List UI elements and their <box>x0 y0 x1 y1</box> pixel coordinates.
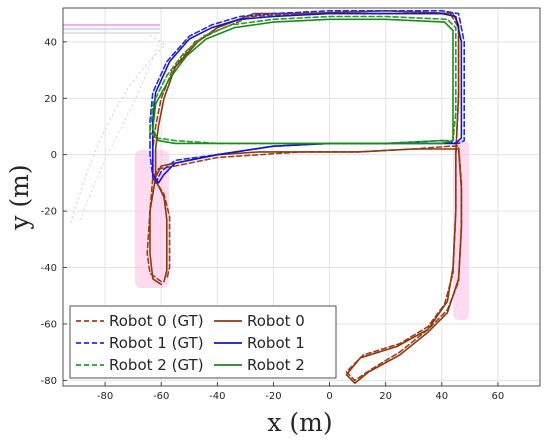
y-tick-label: 0 <box>51 150 57 161</box>
legend-label: Robot 1 <box>247 334 305 352</box>
series-robot-0-gt-line <box>146 12 463 382</box>
x-tick-label: -40 <box>209 391 225 402</box>
y-tick-label: -60 <box>41 319 57 330</box>
legend-label: Robot 0 (GT) <box>109 312 204 330</box>
series-robot-0-line <box>149 10 463 384</box>
series-layer <box>146 10 465 384</box>
x-tick-label: -80 <box>97 391 113 402</box>
legend: Robot 0 (GT) Robot 0 Robot 1 (GT) Robot 1 Ro… <box>69 305 337 379</box>
legend-label: Robot 0 <box>247 312 305 330</box>
series-robot-1-gt-line <box>149 10 465 184</box>
x-tick-label: -20 <box>265 391 281 402</box>
x-axis-label: x (m) <box>267 408 332 437</box>
series-robot-1-line <box>152 12 463 184</box>
x-tick-label: -60 <box>153 391 169 402</box>
x-ticks: -80 -60 -40 -20 0 20 40 60 <box>97 382 504 402</box>
y-tick-label: -40 <box>41 263 57 274</box>
pink-highlight <box>135 140 469 320</box>
x-tick-label: 60 <box>492 391 505 402</box>
y-axis-label: y (m) <box>5 164 34 230</box>
background-decoration <box>63 24 469 320</box>
y-tick-label: 40 <box>44 37 57 48</box>
y-tick-label: -80 <box>41 376 57 387</box>
plot-frame <box>62 7 541 387</box>
x-tick-label: 0 <box>326 391 332 402</box>
x-tick-label: 20 <box>379 391 392 402</box>
y-ticks: -80 -60 -40 -20 0 20 40 <box>41 37 67 387</box>
legend-label: Robot 2 (GT) <box>109 356 204 374</box>
legend-box <box>69 305 337 379</box>
legend-label: Robot 1 (GT) <box>109 334 204 352</box>
y-tick-label: -20 <box>41 207 57 218</box>
x-tick-label: 40 <box>435 391 448 402</box>
y-tick-label: 20 <box>44 94 57 105</box>
legend-label: Robot 2 <box>247 356 305 374</box>
series-robot-2-line <box>152 18 454 145</box>
